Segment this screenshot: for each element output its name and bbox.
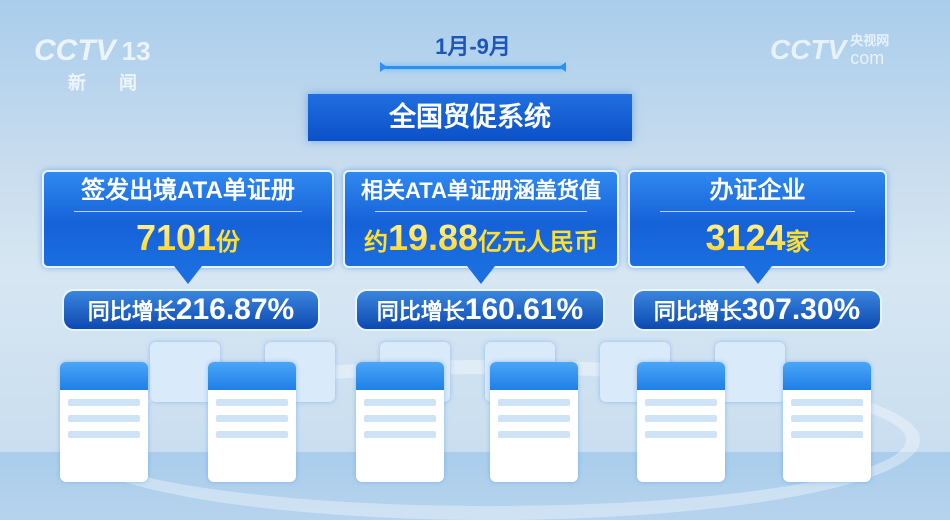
value-prefix: 约 — [363, 229, 388, 256]
pointer-arrow — [467, 266, 495, 284]
growth-value: 307.30% — [741, 293, 861, 326]
card-label: 相关ATA单证册涵盖货值 — [361, 178, 601, 203]
growth-badge: 同比增长307.30% — [632, 289, 882, 331]
logo-name: 央视网 — [850, 32, 890, 48]
value-number: 19.88 — [387, 217, 479, 258]
growth-label: 同比增长 — [87, 299, 176, 324]
value-unit: 家 — [785, 229, 810, 256]
cctv-com-logo: CCTV 央视网 com — [770, 32, 889, 68]
period-underline — [380, 62, 566, 72]
growth-value: 160.61% — [464, 293, 584, 326]
stat-card-companies: 办证企业 3124家 — [628, 170, 887, 284]
growth-badge: 同比增长160.61% — [355, 289, 605, 331]
value-unit: 份 — [216, 229, 241, 256]
document-icon — [715, 342, 785, 402]
stat-card-value: 相关ATA单证册涵盖货值 约19.88亿元人民币 — [343, 170, 619, 284]
pointer-arrow — [174, 266, 202, 284]
card-value: 3124家 — [630, 216, 885, 260]
growth-label: 同比增长 — [653, 299, 742, 324]
card-value: 约19.88亿元人民币 — [345, 216, 617, 260]
logo-channel: 13 — [121, 36, 151, 66]
value-unit: 亿元人民币 — [478, 229, 599, 256]
logo-brand: CCTV — [34, 34, 116, 67]
logo-text-column: 央视网 com — [850, 33, 889, 68]
cctv13-logo: CCTV 13 新 闻 — [34, 34, 151, 94]
value-number: 3124 — [705, 217, 786, 258]
card-label: 签发出境ATA单证册 — [81, 177, 295, 204]
logo-name: 新 闻 — [68, 73, 152, 93]
page-title: 全国贸促系统 — [308, 94, 632, 141]
logo-row: CCTV 13 — [34, 34, 151, 68]
document-icon — [60, 362, 148, 482]
divider — [74, 211, 302, 212]
logo-brand: CCTV — [770, 34, 847, 65]
growth-value: 216.87% — [175, 293, 295, 326]
logo-suffix: com — [850, 47, 885, 68]
growth-label: 同比增长 — [376, 299, 465, 324]
document-icon — [490, 362, 578, 482]
card-value: 7101份 — [44, 216, 332, 260]
document-icon — [783, 362, 871, 482]
document-icon — [208, 362, 296, 482]
value-number: 7101 — [135, 217, 217, 258]
divider — [660, 211, 855, 212]
document-icon — [637, 362, 725, 482]
growth-badge: 同比增长216.87% — [62, 289, 320, 331]
period-label: 1月-9月 — [435, 34, 511, 59]
divider — [375, 211, 587, 212]
document-icon — [356, 362, 444, 482]
card-label: 办证企业 — [709, 177, 806, 204]
stat-card-issued: 签发出境ATA单证册 7101份 — [42, 170, 334, 284]
pointer-arrow — [743, 266, 772, 284]
